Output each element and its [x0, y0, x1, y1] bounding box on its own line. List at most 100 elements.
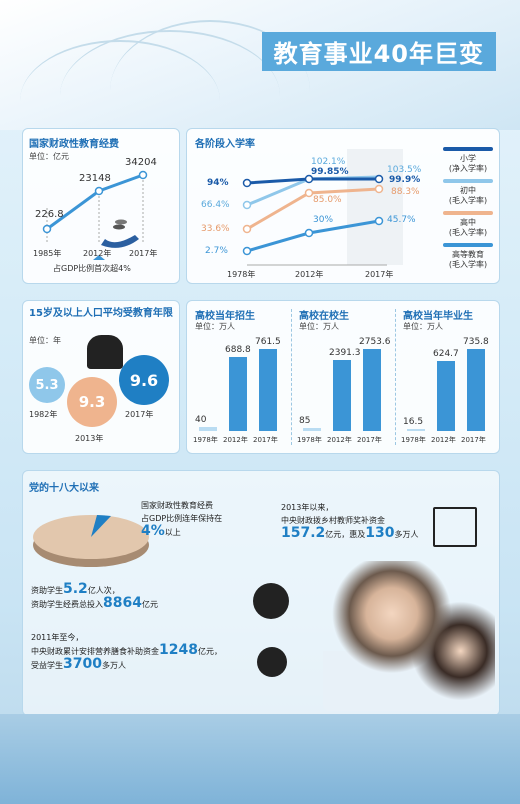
enroll-point [304, 228, 314, 238]
enrollment-title: 各阶段入学率 [195, 139, 255, 150]
teacher-line2: 中央财政拨乡村教师奖补资金 [281, 516, 385, 525]
funding-chart [42, 170, 148, 260]
graduation-cap-icon [253, 583, 289, 619]
aid-line2a: 资助学生经费总投入 [31, 600, 103, 609]
gdp-pie [33, 515, 149, 567]
meal-line2b: 亿元， [197, 647, 222, 656]
pie-big-value: 4% [141, 523, 165, 539]
circle-1982: 5.3 [29, 367, 65, 403]
classroom-floor-image [0, 714, 520, 804]
aid-note: 资助学生5.2亿人次， 资助学生经费总投入8864亿元 [31, 581, 158, 611]
college-bar-label: 16.5 [403, 417, 424, 427]
college-bar [259, 349, 277, 431]
funding-year-2012: 2012年 [83, 249, 112, 258]
legend-primary: 小学 (净入学率) [448, 154, 488, 173]
enroll-label-senior-2017: 88.3% [391, 187, 420, 197]
college-chart-title: 高校当年招生 [195, 311, 255, 322]
teacher-note: 2013年以来， 中央财政拨乡村教师奖补资金 157.2亿元，惠及130多万人 [281, 501, 419, 541]
meal-note: 2011年至今， 中央财政累计安排营养膳食补助资金1248亿元， 受益学生370… [31, 631, 222, 672]
funding-year-1985: 1985年 [33, 249, 62, 258]
college-chart-unit: 单位：万人 [195, 322, 235, 331]
aid-line1b: 亿人次， [87, 586, 120, 595]
year-2017: 2017年 [125, 410, 154, 419]
enroll-point [304, 188, 314, 198]
college-bar-label: 735.8 [463, 337, 489, 347]
enroll-label-higher-1978: 2.7% [205, 246, 228, 256]
funding-value-1985: 226.8 [35, 209, 64, 220]
enroll-point [374, 216, 384, 226]
college-year-label: 1978年 [297, 436, 322, 444]
college-year-label: 2017年 [253, 436, 278, 444]
legend-higher: 高等教育 (毛入学率) [448, 250, 488, 269]
enroll-label-senior-2012: 85.0% [313, 195, 342, 205]
funding-value-2012: 23148 [79, 173, 111, 184]
enrollment-panel: 各阶段入学率 94% 66.4% 33.6% 2.7% 102.1% 99.85… [186, 128, 500, 284]
aid-big1: 5.2 [63, 581, 88, 597]
meal-big1: 1248 [159, 642, 198, 658]
teacher-students-photo [323, 561, 495, 711]
enroll-point [242, 178, 252, 188]
enroll-label-junior-2012: 102.1% [311, 157, 346, 167]
pie-note: 国家财政性教育经费 占GDP比例连年保持在 4%以上 [141, 499, 222, 539]
pie-note-line1: 国家财政性教育经费 [141, 501, 213, 510]
pie-note-line2: 占GDP比例连年保持在 [141, 514, 223, 523]
legend-swatch-senior [443, 211, 493, 215]
college-bar [467, 349, 485, 431]
circle-2017: 9.6 [119, 355, 169, 405]
enroll-label-higher-2017: 45.7% [387, 215, 416, 225]
enroll-year-1978: 1978年 [227, 270, 256, 279]
enroll-point [374, 174, 384, 184]
funding-note: 占GDP比例首次超4% [53, 264, 131, 273]
college-bar [229, 356, 247, 431]
meal-line1: 2011年至今， [31, 633, 84, 642]
enrollment-chart [242, 149, 403, 266]
college-bar-label: 761.5 [255, 337, 281, 347]
enroll-label-higher-2012: 30% [313, 215, 334, 225]
value-1982: 5.3 [35, 377, 59, 393]
teacher-end: 多万人 [394, 530, 419, 539]
funding-point [94, 186, 104, 196]
teacher-big: 157.2 [281, 525, 326, 541]
enroll-year-2012: 2012年 [295, 270, 324, 279]
college-bar-label: 2391.3 [329, 347, 361, 358]
college-divider [291, 309, 292, 445]
value-2017: 9.6 [129, 370, 159, 390]
meal-fork-knife-icon [257, 647, 287, 677]
college-bar-label: 85 [299, 416, 311, 427]
college-divider [395, 309, 396, 445]
since-congress-title: 党的十八大以来 [29, 483, 99, 494]
teacher-mid: 亿元，惠及 [325, 530, 366, 539]
meal-line3a: 受益学生 [31, 661, 63, 670]
college-panel: 高校当年招生 单位：万人 40 1978年 688.8 2012年 761.5 2017年 高校… [186, 300, 500, 454]
college-year-label: 2012年 [327, 436, 352, 444]
student-reading-icon [87, 335, 123, 369]
funding-point [138, 170, 148, 180]
value-2013: 9.3 [78, 393, 106, 411]
enroll-label-primary-2017: 99.9% [389, 175, 421, 185]
college-bar [363, 349, 381, 431]
college-bar-label: 2753.6 [359, 337, 391, 347]
enroll-point [374, 184, 384, 194]
enroll-label-senior-1978: 33.6% [201, 224, 230, 234]
year-2013: 2013年 [75, 434, 104, 443]
years-education-panel: 15岁及以上人口平均受教育年限 单位：年 5.3 9.3 9.6 1982年 2… [22, 300, 180, 454]
college-bar-label: 624.7 [433, 349, 459, 360]
college-chart-title: 高校在校生 [299, 311, 349, 322]
teacher-board-icon [433, 507, 477, 547]
circle-2013: 9.3 [67, 377, 117, 427]
funding-point [42, 224, 52, 234]
pie-after: 以上 [164, 528, 181, 537]
legend-swatch-higher [443, 243, 493, 247]
enroll-point [242, 200, 252, 210]
enroll-point [242, 246, 252, 256]
teacher-line1: 2013年以来， [281, 503, 334, 512]
college-chart-unit: 单位：万人 [403, 322, 443, 331]
legend-swatch-junior [443, 179, 493, 183]
funding-title: 国家财政性教育经费 [29, 139, 119, 150]
meal-line3b: 多万人 [101, 661, 126, 670]
enroll-point [304, 174, 314, 184]
since-congress-panel: 党的十八大以来 国家财政性教育经费 占GDP比例连年保持在 4%以上 2013年… [22, 470, 500, 716]
college-bar-label: 40 [195, 414, 207, 425]
college-bar [437, 361, 455, 431]
pie-slice-4pct [91, 515, 111, 537]
